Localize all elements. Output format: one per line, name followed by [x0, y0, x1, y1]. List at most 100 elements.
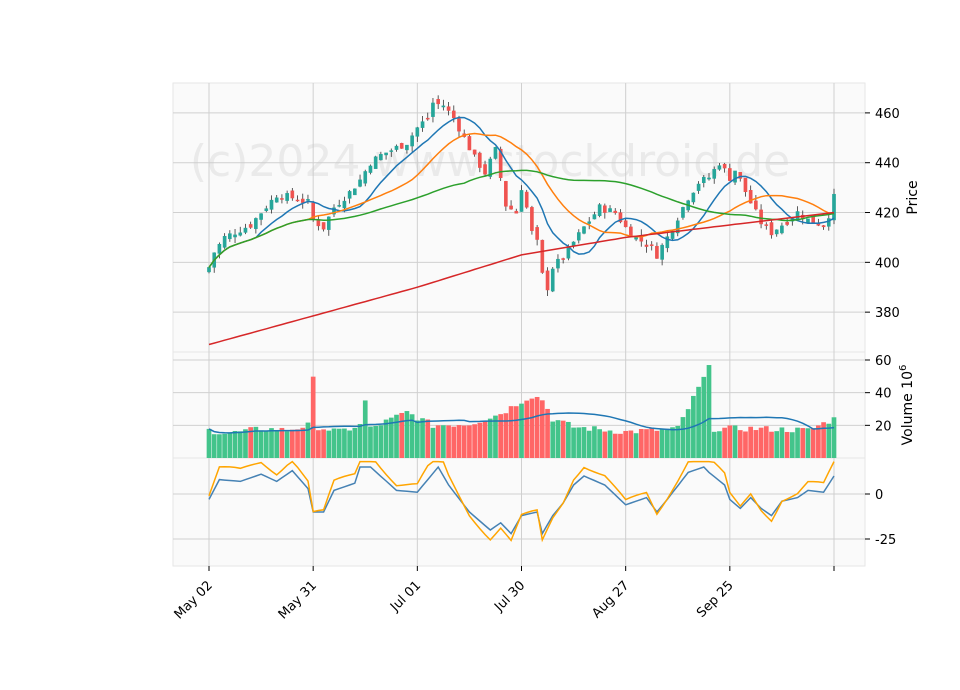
candle-body [587, 221, 592, 224]
price-y-tick-label: 460 [875, 107, 900, 122]
volume-bar [628, 430, 634, 458]
candle-body [472, 149, 477, 155]
candle-body [582, 226, 586, 234]
volume-bar [342, 428, 347, 458]
volume-bar [498, 414, 504, 458]
candle-body [603, 205, 607, 213]
volume-bar [456, 425, 462, 458]
candle-body [728, 168, 732, 181]
price-y-tick-label: 380 [875, 306, 900, 321]
candle-body [769, 222, 774, 236]
candle-body [446, 106, 451, 111]
volume-bar [295, 429, 300, 458]
candle-body [269, 199, 274, 210]
indicator-lines [208, 116, 835, 543]
volume-bar [482, 420, 488, 458]
candle-body [405, 144, 409, 151]
volume-bar [414, 420, 420, 458]
volume-bar [612, 433, 618, 458]
volume-bar [326, 430, 332, 458]
volume-bar [566, 421, 571, 458]
volume-bar [362, 400, 368, 458]
candle-body [675, 220, 680, 234]
oscillator-slow-line [208, 460, 835, 543]
candle-body [274, 197, 279, 203]
candle-body [738, 172, 743, 179]
candle-body [733, 170, 737, 183]
volume-bar [826, 423, 832, 458]
grid-lines [173, 83, 865, 566]
volume-axis-label: Volume 106 [898, 365, 916, 446]
volume-bar [638, 429, 644, 458]
volume-bar [576, 427, 582, 458]
volume-bar [664, 428, 670, 458]
candle-body [373, 156, 378, 169]
moving-average-50-line [208, 169, 835, 268]
candle-body [629, 226, 633, 237]
volume-bar [477, 422, 483, 458]
volume-bar [227, 433, 233, 458]
candle-body [243, 227, 248, 233]
volume-bar [503, 413, 509, 458]
volume-bar [649, 427, 655, 458]
volume-bar [441, 425, 446, 458]
candle-body [780, 225, 784, 234]
volume-bar [571, 427, 576, 458]
candle-body [644, 244, 649, 247]
candle-body [368, 165, 373, 173]
candle-body [712, 169, 717, 179]
candle-body [535, 227, 539, 240]
volume-bar [800, 428, 806, 458]
volume-bar [211, 434, 217, 458]
candle-body [759, 209, 763, 225]
volume-bar [206, 428, 212, 458]
volume-y-tick-label: 60 [875, 354, 892, 369]
candle-body [696, 183, 701, 191]
volume-bar [467, 425, 472, 458]
candle-body [540, 239, 545, 273]
candle-body [826, 218, 831, 227]
candle-body [342, 200, 347, 209]
volume-bar [753, 430, 759, 458]
candle-body [754, 200, 758, 210]
x-tick-label: Jul 01 [387, 578, 424, 615]
volume-bar [357, 424, 363, 458]
candle-body [457, 118, 461, 132]
candle-body [425, 117, 430, 120]
volume-bar [446, 425, 451, 458]
candle-body [545, 270, 550, 291]
volume-bar [451, 426, 457, 458]
volume-bar [289, 429, 295, 458]
candle-body [332, 207, 336, 215]
volume-bar [539, 400, 545, 458]
candle-body [259, 213, 263, 220]
x-tick-label: May 31 [276, 578, 320, 622]
candle-body [290, 190, 295, 199]
volume-bar [581, 427, 587, 458]
candle-body [795, 211, 800, 220]
candle-body [436, 99, 440, 105]
x-tick-label: Aug 27 [589, 578, 632, 621]
volume-bar [592, 426, 597, 458]
volume-bar [795, 427, 800, 458]
volume-bar [232, 430, 238, 458]
candle-body [748, 190, 753, 204]
volume-bar [279, 427, 285, 458]
candle-body [300, 198, 305, 203]
candle-body [665, 236, 670, 249]
volume-bar [555, 420, 561, 458]
volume-bar [805, 428, 811, 458]
volume-bar [461, 425, 467, 458]
candle-body [785, 222, 789, 225]
candle-body [217, 243, 222, 254]
candle-body [681, 207, 685, 218]
x-tick-label: Jul 30 [491, 578, 528, 615]
volume-bar [711, 431, 717, 458]
candle-body [285, 193, 289, 201]
candle-body [389, 150, 394, 152]
volume-bar [831, 417, 837, 458]
candle-body [358, 179, 362, 187]
candle-body [264, 208, 269, 212]
candle-body [774, 229, 779, 235]
volume-bar [388, 417, 394, 458]
